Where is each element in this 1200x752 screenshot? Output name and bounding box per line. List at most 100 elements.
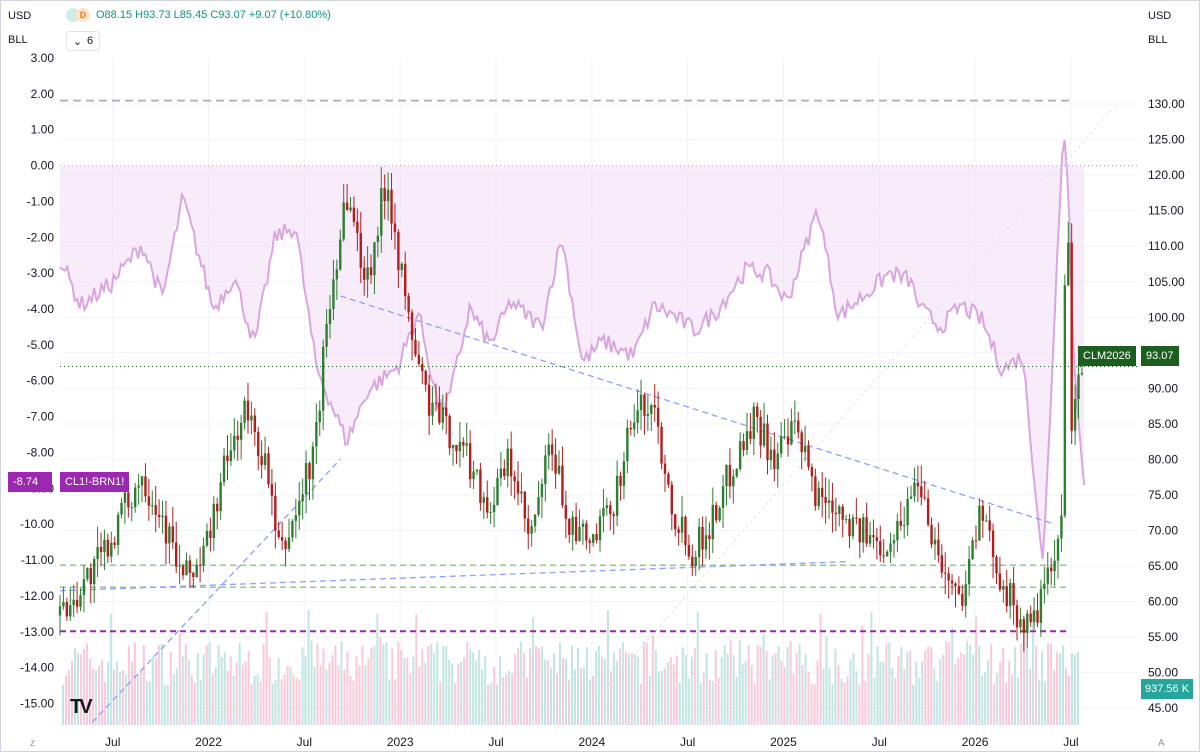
volume-bar [178, 632, 181, 725]
right-axis-tick: 70.00 [1148, 523, 1178, 537]
candle-body [72, 599, 75, 606]
candle-body [653, 405, 656, 408]
candle-body [718, 507, 721, 521]
volume-bar [322, 648, 325, 725]
volume-bar [328, 662, 331, 725]
candle-body [462, 441, 465, 446]
candle-body [458, 441, 462, 452]
candle-body [677, 529, 680, 533]
candle-body [776, 453, 779, 470]
volume-bar [606, 610, 609, 725]
left-axis-tick: -2.00 [27, 230, 55, 244]
candle-body [656, 407, 660, 427]
volume-bar [349, 675, 352, 725]
left-axis-currency[interactable]: USD [8, 10, 32, 22]
volume-bar [894, 678, 897, 725]
left-axis-tick: -4.00 [27, 302, 55, 316]
volume-bar [1011, 674, 1014, 725]
tradingview-logo[interactable]: TV [70, 696, 92, 718]
candle-body [629, 427, 632, 430]
volume-bar [247, 650, 250, 725]
volume-bar [340, 641, 343, 725]
left-axis-tick: -3.00 [27, 266, 55, 280]
candle-body [602, 507, 605, 517]
candle-body [79, 595, 82, 607]
axis-zoom-left[interactable]: z [30, 738, 35, 749]
volume-bar [576, 648, 579, 725]
x-axis-tick: 2022 [195, 735, 222, 749]
candle-body [181, 565, 185, 576]
volume-bar [984, 671, 987, 725]
chevron-down-icon: ⌄ [72, 35, 83, 48]
volume-bar [88, 659, 91, 725]
candle-body [386, 189, 390, 202]
volume-bar [64, 675, 67, 725]
volume-bar [151, 656, 154, 725]
candle-body [920, 486, 923, 498]
candle-body [263, 453, 267, 466]
indicators-toggle-button[interactable]: ⌄ 6 [66, 31, 100, 51]
candle-body [1046, 567, 1049, 584]
volume-bar [511, 673, 514, 725]
candle-body [995, 557, 998, 574]
volume-bar [82, 648, 85, 725]
volume-bar [831, 684, 834, 725]
candle-body [752, 406, 756, 439]
volume-bar [517, 648, 520, 725]
candle-body [342, 202, 345, 240]
volume-bar [106, 662, 109, 725]
volume-bar [217, 645, 220, 725]
right-axis-unit[interactable]: BLL [1148, 34, 1168, 46]
candle-body [82, 579, 86, 596]
volume-bar [846, 676, 849, 725]
volume-bar [909, 650, 912, 725]
volume-bar [235, 662, 238, 725]
volume-bar [334, 645, 337, 725]
volume-bar [588, 679, 591, 725]
candle-body [318, 410, 321, 423]
candle-body [274, 495, 277, 531]
volume-bar [924, 650, 927, 725]
candle-body [1005, 586, 1008, 607]
volume-bar [376, 613, 379, 725]
candle-body [506, 448, 509, 477]
candle-body [988, 520, 991, 531]
candle-body [410, 312, 414, 340]
left-axis-unit[interactable]: BLL [8, 34, 28, 46]
candle-body [1073, 399, 1077, 431]
candle-body [1008, 583, 1012, 607]
candle-body [605, 505, 609, 508]
candle-body [909, 496, 913, 499]
volume-bar [900, 646, 903, 725]
candle-body [697, 526, 701, 558]
candle-body [140, 476, 144, 486]
volume-bar [627, 653, 630, 725]
volume-bar [837, 665, 840, 725]
x-axis-tick: Jul [1063, 735, 1078, 749]
volume-bar [777, 646, 780, 725]
axis-zoom-right[interactable]: A [1158, 738, 1165, 749]
volume-bar [696, 612, 699, 725]
x-axis-tick: 2024 [578, 735, 605, 749]
volume-bar [735, 676, 738, 725]
volume-bar [981, 675, 984, 725]
volume-bar [337, 665, 340, 725]
candle-body [243, 400, 246, 423]
price-value-tag: 93.07 [1141, 346, 1179, 366]
candle-body [421, 364, 424, 371]
volume-bar [681, 647, 684, 725]
volume-bar [289, 667, 292, 725]
candle-body [1056, 538, 1060, 561]
candle-body [834, 512, 838, 515]
right-axis-currency[interactable]: USD [1148, 10, 1172, 22]
volume-bar [639, 683, 642, 725]
interval-badge[interactable]: D [76, 8, 90, 22]
candle-body [175, 542, 178, 567]
candle-body [619, 475, 622, 486]
candle-body [369, 267, 373, 276]
volume-bar [717, 677, 720, 725]
candle-body [123, 492, 127, 503]
candle-body [684, 516, 687, 545]
candle-body [998, 573, 1002, 590]
